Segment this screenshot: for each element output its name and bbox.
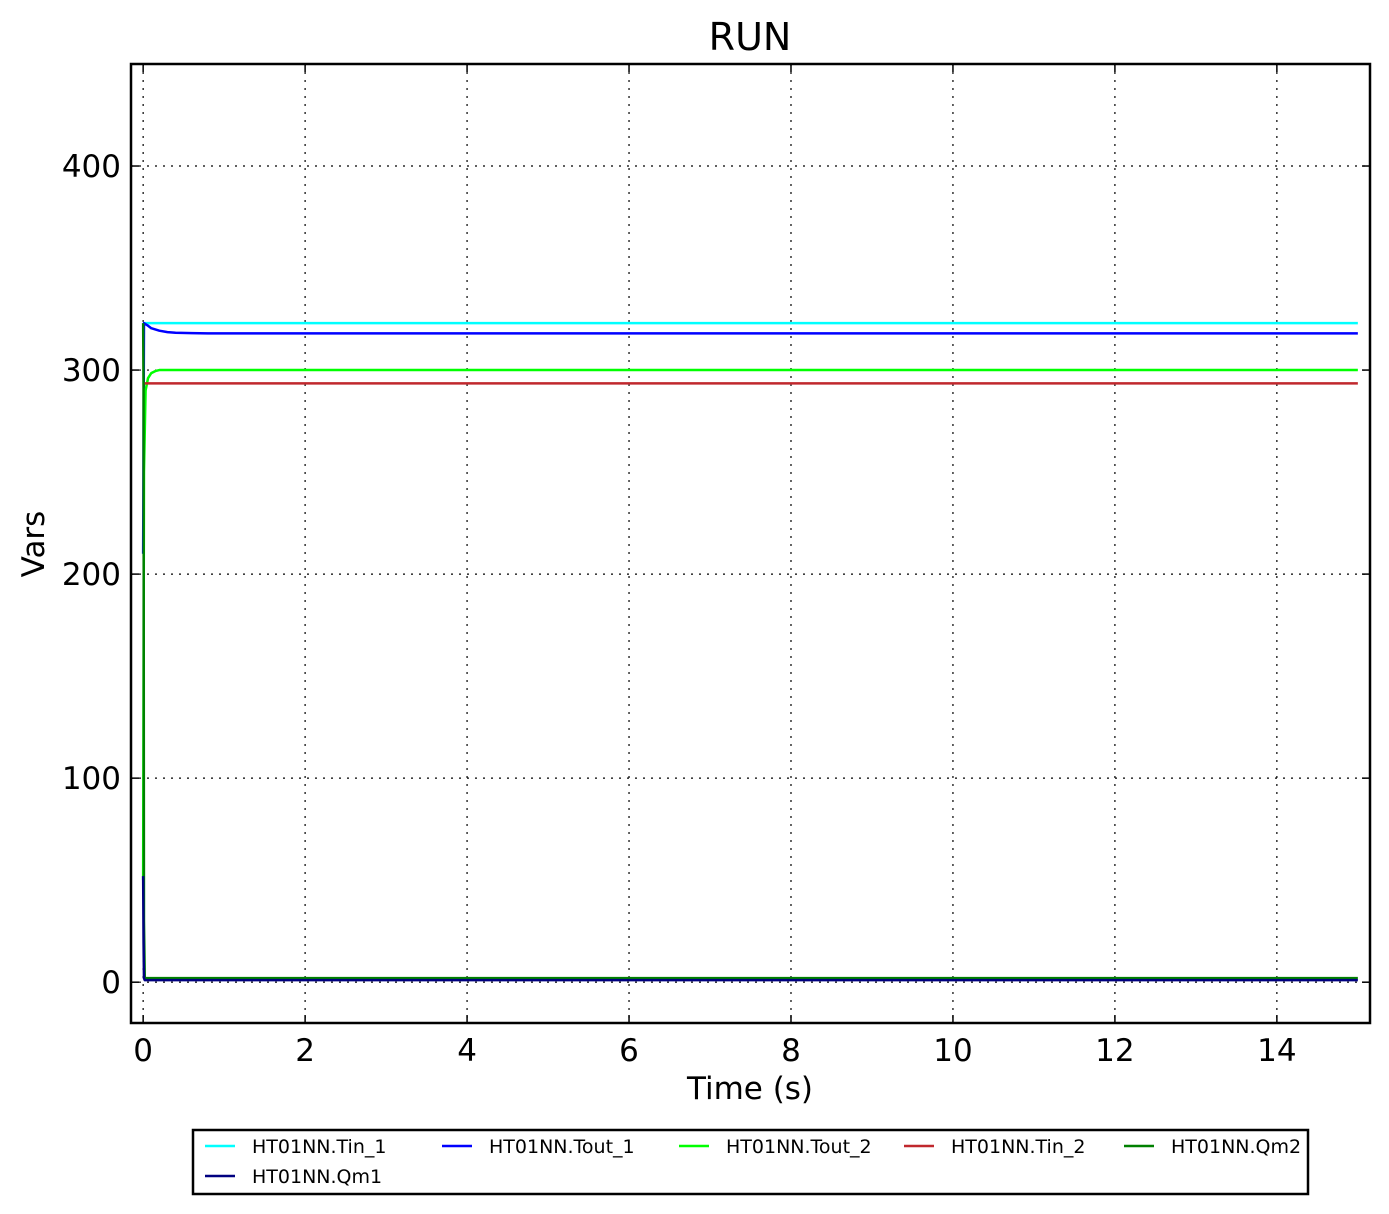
y-tick-label: 200 — [62, 557, 121, 593]
x-tick-label: 12 — [1095, 1033, 1134, 1069]
x-tick-label: 8 — [781, 1033, 801, 1069]
y-tick-label: 100 — [62, 761, 121, 797]
y-tick-label: 300 — [62, 353, 121, 389]
legend-item: HT01NN.Tin_2 — [904, 1136, 1085, 1158]
tick-labels: 0 2 4 6 8 10 12 14 0 100 200 300 400 — [62, 149, 1297, 1069]
grid-lines — [131, 64, 1370, 1023]
legend-item: HT01NN.Tin_1 — [205, 1136, 386, 1158]
axis-ticks — [131, 64, 1370, 1023]
legend-item: HT01NN.Qm1 — [205, 1166, 382, 1188]
legend-frame — [191, 1128, 1310, 1196]
series-line-1 — [141, 321, 1358, 554]
series-line-2 — [141, 368, 1358, 881]
legend-label: HT01NN.Tin_1 — [252, 1136, 386, 1158]
x-axis-label: Time (s) — [686, 1071, 813, 1107]
legend-label: HT01NN.Tin_2 — [951, 1136, 1085, 1158]
series-lines — [141, 321, 1358, 982]
legend-item: HT01NN.Qm2 — [1124, 1136, 1301, 1158]
x-tick-label: 0 — [133, 1033, 153, 1069]
x-tick-label: 10 — [933, 1033, 972, 1069]
x-tick-label: 6 — [619, 1033, 639, 1069]
legend-label: HT01NN.Qm2 — [1171, 1136, 1301, 1158]
plot-frame — [129, 62, 1372, 1025]
legend: HT01NN.Tin_1 HT01NN.Tout_1 HT01NN.Tout_2 HT… — [191, 1128, 1310, 1196]
series-line-4 — [141, 323, 1358, 980]
legend-item: HT01NN.Tout_2 — [679, 1136, 872, 1158]
legend-label: HT01NN.Tout_2 — [726, 1136, 872, 1158]
y-tick-label: 0 — [101, 965, 121, 1001]
x-tick-label: 4 — [457, 1033, 477, 1069]
legend-label: HT01NN.Tout_1 — [489, 1136, 635, 1158]
series-line-5 — [141, 876, 1358, 982]
chart-title: RUN — [709, 15, 792, 59]
legend-label: HT01NN.Qm1 — [252, 1166, 382, 1188]
legend-item: HT01NN.Tout_1 — [442, 1136, 635, 1158]
y-axis-label: Vars — [16, 511, 52, 578]
x-tick-label: 2 — [295, 1033, 315, 1069]
y-tick-label: 400 — [62, 149, 121, 185]
x-tick-label: 14 — [1257, 1033, 1296, 1069]
